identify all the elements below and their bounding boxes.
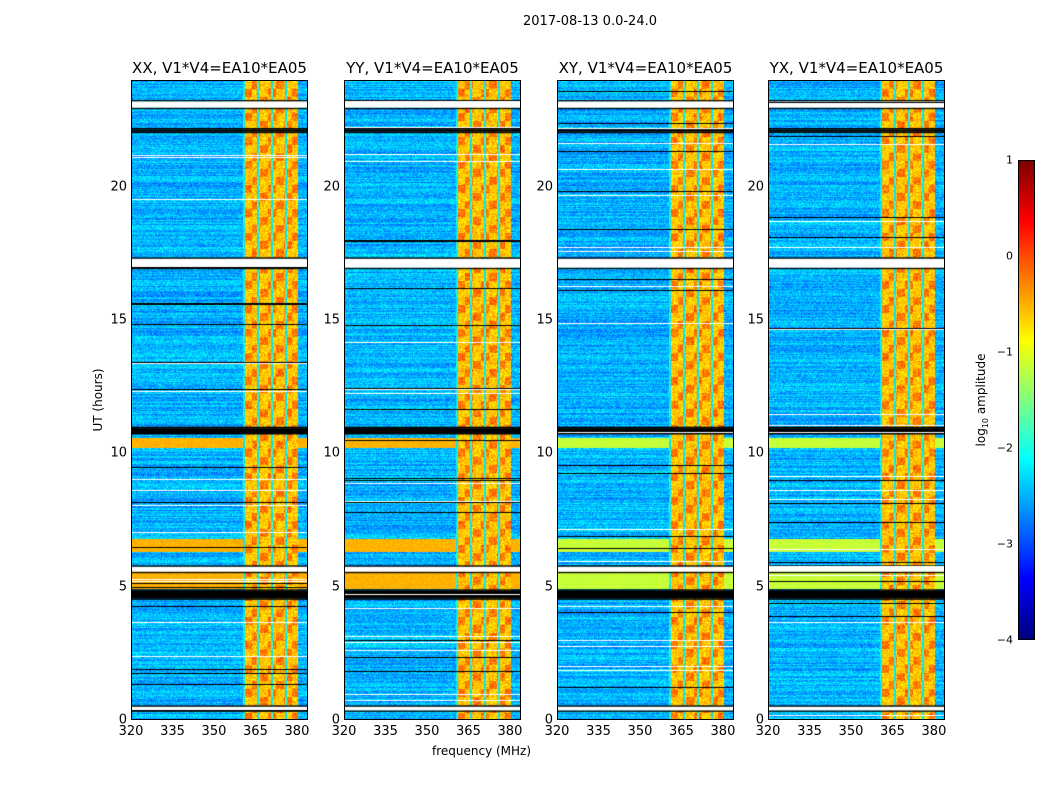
x-tick-label: 365 xyxy=(880,724,905,739)
y-tick-label: 10 xyxy=(110,445,127,461)
panel-title: YX, V1*V4=EA10*EA05 xyxy=(769,59,944,77)
spectrogram-image xyxy=(345,81,520,719)
x-tick-label: 365 xyxy=(669,724,694,739)
x-axis-label: frequency (MHz) xyxy=(432,744,532,758)
figure-title: 2017-08-13 0.0-24.0 xyxy=(523,14,657,29)
x-tick-label: 365 xyxy=(243,724,268,739)
x-tick-label: 335 xyxy=(797,724,822,739)
x-tick-label: 365 xyxy=(456,724,481,739)
x-tick-label: 335 xyxy=(373,724,398,739)
colorbar-tick-label: 1 xyxy=(1006,153,1013,167)
colorbar-tick-label: −3 xyxy=(996,537,1013,551)
colorbar-tick-label: −2 xyxy=(996,441,1013,455)
y-tick-label: 15 xyxy=(747,312,764,328)
x-tick-label: 320 xyxy=(118,724,144,739)
colorbar-tick-label: 0 xyxy=(1006,249,1013,263)
x-tick-label: 320 xyxy=(755,724,781,739)
y-tick-label: 20 xyxy=(110,179,127,195)
x-tick-label: 380 xyxy=(497,724,523,739)
y-tick-label: 15 xyxy=(536,312,553,328)
y-tick-label: 20 xyxy=(747,179,764,195)
x-tick-label: 380 xyxy=(284,724,310,739)
spectrogram-panel xyxy=(557,80,734,720)
panel-title: XY, V1*V4=EA10*EA05 xyxy=(558,59,733,77)
y-tick-label: 10 xyxy=(536,445,553,461)
y-tick-label: 10 xyxy=(747,445,764,461)
y-tick-label: 0 xyxy=(118,712,127,728)
y-axis-label: UT (hours) xyxy=(91,368,105,432)
x-tick-label: 320 xyxy=(331,724,357,739)
x-tick-label: 350 xyxy=(201,724,227,739)
y-tick-label: 15 xyxy=(110,312,127,328)
y-tick-label: 20 xyxy=(536,179,553,195)
y-tick-label: 20 xyxy=(323,179,340,195)
y-tick-label: 0 xyxy=(544,712,553,728)
spectrogram-panel xyxy=(344,80,521,720)
colorbar-label: log10 amplitude xyxy=(973,353,991,447)
x-tick-label: 350 xyxy=(838,724,864,739)
panel-title: YY, V1*V4=EA10*EA05 xyxy=(346,59,519,77)
x-tick-label: 335 xyxy=(160,724,185,739)
panel-title: XX, V1*V4=EA10*EA05 xyxy=(132,59,307,77)
x-tick-label: 320 xyxy=(544,724,570,739)
colorbar-tick-label: −4 xyxy=(996,633,1013,647)
spectrogram-panel xyxy=(131,80,308,720)
x-tick-label: 350 xyxy=(627,724,653,739)
spectrogram-panel xyxy=(768,80,945,720)
y-tick-label: 5 xyxy=(118,579,127,595)
y-tick-label: 0 xyxy=(331,712,340,728)
spectrogram-image xyxy=(132,81,307,719)
y-tick-label: 5 xyxy=(755,579,764,595)
spectrogram-image xyxy=(769,81,944,719)
y-tick-label: 10 xyxy=(323,445,340,461)
y-tick-label: 0 xyxy=(755,712,764,728)
spectrogram-image xyxy=(558,81,733,719)
x-tick-label: 350 xyxy=(414,724,440,739)
colorbar xyxy=(1018,160,1035,640)
colorbar-tick-label: −1 xyxy=(996,345,1013,359)
x-tick-label: 335 xyxy=(586,724,611,739)
y-tick-label: 5 xyxy=(331,579,340,595)
y-tick-label: 5 xyxy=(544,579,553,595)
x-tick-label: 380 xyxy=(921,724,947,739)
y-tick-label: 15 xyxy=(323,312,340,328)
x-tick-label: 380 xyxy=(710,724,736,739)
